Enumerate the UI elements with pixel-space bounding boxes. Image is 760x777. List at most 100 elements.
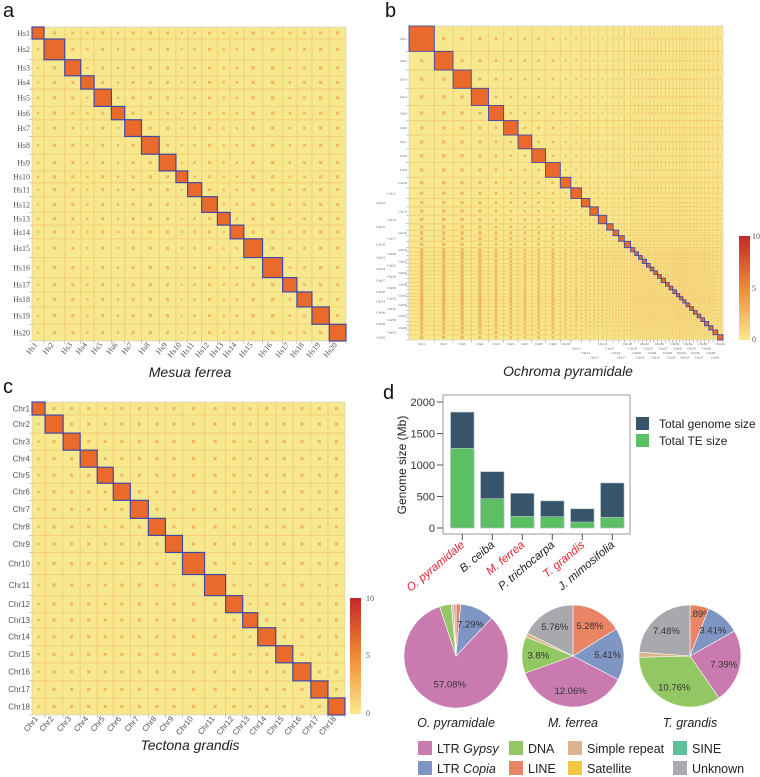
contact-dot xyxy=(601,154,604,157)
contact-dot xyxy=(670,237,672,240)
contact-dot xyxy=(702,275,704,277)
contact-dot xyxy=(680,226,682,228)
contact-dot xyxy=(103,440,107,444)
contact-dot xyxy=(70,635,74,639)
contact-dot xyxy=(601,336,604,339)
contact-dot xyxy=(677,268,679,270)
x-tick-label: Chr36 xyxy=(691,351,700,355)
x-tick-label: Chr42 xyxy=(716,342,725,346)
x-tick-label: Chr17 xyxy=(300,714,321,737)
contact-dot xyxy=(615,283,617,285)
contact-dot xyxy=(509,168,513,172)
contact-dot xyxy=(101,188,105,192)
contact-dot xyxy=(36,247,40,250)
contact-dot xyxy=(193,144,196,147)
contact-dot xyxy=(694,327,696,329)
contact-dot xyxy=(710,287,712,289)
x-tick-label: Hs7 xyxy=(119,341,134,357)
contact-dot xyxy=(674,304,676,306)
contact-dot xyxy=(662,336,664,338)
contact-dot xyxy=(101,175,105,179)
contact-dot xyxy=(706,232,708,234)
contact-dot xyxy=(265,602,269,606)
colorbar-max: 10 xyxy=(366,594,374,603)
contact-dot xyxy=(698,253,700,255)
contact-dot xyxy=(564,303,567,306)
contact-dot xyxy=(593,331,595,334)
contact-dot xyxy=(37,508,40,511)
contact-dot xyxy=(317,561,321,566)
contact-dot xyxy=(655,300,657,303)
contact-dot xyxy=(694,202,696,204)
contact-dot xyxy=(442,209,446,213)
contact-dot xyxy=(702,181,704,184)
contact-dot xyxy=(442,140,446,144)
contact-dot xyxy=(537,331,540,334)
contact-dot xyxy=(101,202,105,207)
contact-dot xyxy=(575,243,578,246)
contact-dot xyxy=(523,111,527,115)
contact-dot xyxy=(523,336,527,339)
contact-dot xyxy=(670,141,672,143)
contact-dot xyxy=(674,127,676,129)
contact-dot xyxy=(662,249,664,251)
contact-dot xyxy=(523,275,527,278)
contact-dot xyxy=(523,154,527,157)
contact-dot xyxy=(706,226,708,228)
contact-dot xyxy=(148,283,152,287)
contact-dot xyxy=(658,60,660,62)
contact-dot xyxy=(690,202,693,204)
contact-dot xyxy=(706,319,708,321)
x-tick-label: Hs5 xyxy=(89,341,104,357)
x-tick-label: Chr23 xyxy=(644,347,653,351)
contact-dot xyxy=(193,230,196,234)
chromosome-block xyxy=(62,432,81,451)
contact-dot xyxy=(626,331,629,333)
contact-dot xyxy=(593,141,595,143)
contact-dot xyxy=(494,168,498,172)
contact-dot xyxy=(442,330,446,334)
contact-dot xyxy=(478,310,482,314)
contact-dot xyxy=(674,78,676,80)
contact-dot xyxy=(651,60,653,62)
contact-dot xyxy=(710,315,712,317)
contact-dot xyxy=(706,256,708,258)
contact-dot xyxy=(626,38,629,40)
contact-dot xyxy=(288,31,292,35)
contact-dot xyxy=(601,127,604,129)
contact-dot xyxy=(620,218,623,221)
chromosome-block xyxy=(531,148,546,163)
contact-dot xyxy=(37,619,40,622)
contact-dot xyxy=(639,294,641,296)
contact-dot xyxy=(609,112,611,114)
legend-label: Satellite xyxy=(587,762,632,776)
contact-dot xyxy=(336,297,340,301)
contact-dot xyxy=(442,252,446,256)
contact-dot xyxy=(615,192,617,194)
contact-dot xyxy=(116,283,120,286)
contact-dot xyxy=(702,237,704,240)
contact-dot xyxy=(702,169,704,171)
contact-dot xyxy=(232,457,236,461)
contact-dot xyxy=(537,256,540,259)
contact-dot xyxy=(193,66,196,70)
contact-dot xyxy=(52,160,56,165)
legend-label-text: DNA xyxy=(528,742,555,756)
contact-dot xyxy=(626,256,629,258)
contact-dot xyxy=(670,260,672,262)
contact-dot xyxy=(632,294,634,296)
x-tick-label: Chr20 xyxy=(632,351,641,355)
contact-dot xyxy=(270,143,275,147)
contact-dot xyxy=(626,300,629,303)
contact-dot xyxy=(213,704,217,709)
contact-dot xyxy=(658,127,660,129)
contact-dot xyxy=(694,272,696,274)
contact-dot xyxy=(666,275,668,277)
contact-dot xyxy=(523,191,527,195)
contact-dot xyxy=(655,127,657,129)
contact-dot xyxy=(148,31,152,35)
x-tick-label: Chr38 xyxy=(698,342,707,346)
chromosome-block xyxy=(597,214,608,225)
contact-dot xyxy=(698,323,700,325)
